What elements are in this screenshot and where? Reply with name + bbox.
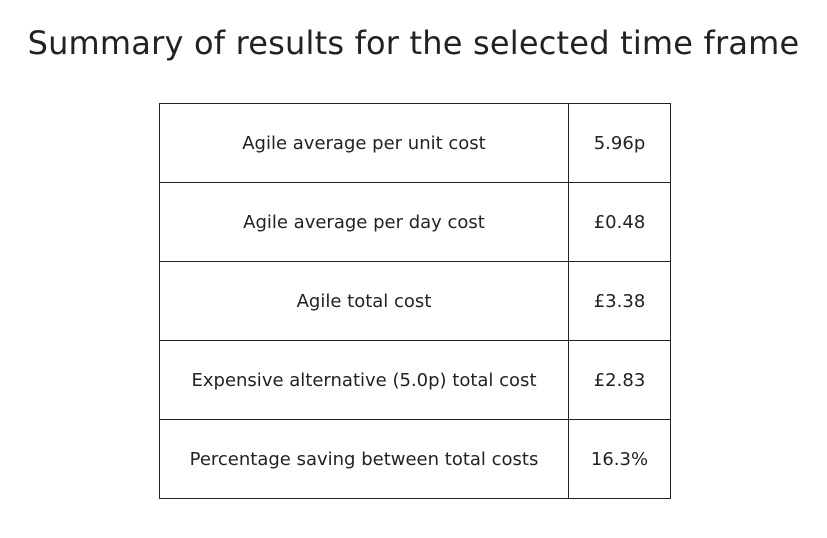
row-label: Agile average per day cost bbox=[159, 182, 569, 262]
row-value: £0.48 bbox=[568, 182, 671, 262]
row-label: Agile average per unit cost bbox=[159, 103, 569, 183]
row-value: £3.38 bbox=[568, 261, 671, 341]
row-value: 5.96p bbox=[568, 103, 671, 183]
row-value: 16.3% bbox=[568, 419, 671, 499]
table-row: Agile average per unit cost 5.96p bbox=[159, 103, 671, 183]
row-label: Percentage saving between total costs bbox=[159, 419, 569, 499]
summary-table: Agile average per unit cost 5.96p Agile … bbox=[159, 103, 671, 499]
row-label: Agile total cost bbox=[159, 261, 569, 341]
table-row: Percentage saving between total costs 16… bbox=[159, 419, 671, 499]
table-row: Agile total cost £3.38 bbox=[159, 261, 671, 341]
table-row: Agile average per day cost £0.48 bbox=[159, 182, 671, 262]
row-value: £2.83 bbox=[568, 340, 671, 420]
row-label: Expensive alternative (5.0p) total cost bbox=[159, 340, 569, 420]
page-title: Summary of results for the selected time… bbox=[27, 24, 800, 62]
table-row: Expensive alternative (5.0p) total cost … bbox=[159, 340, 671, 420]
